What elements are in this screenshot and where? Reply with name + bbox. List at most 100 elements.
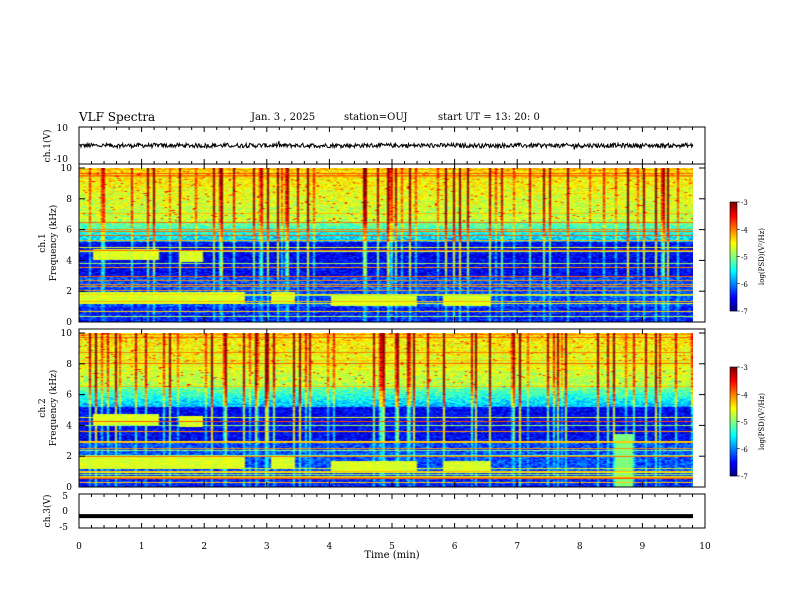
- colorbar-cell: [730, 385, 737, 387]
- colorbar-cell: [730, 444, 737, 446]
- ch2-spectrogram-image: [79, 333, 693, 487]
- colorbar-cell: [730, 437, 737, 439]
- colorbar-cell: [730, 436, 737, 438]
- time-tick-label: 2: [201, 542, 207, 552]
- colorbar-cell: [730, 469, 737, 471]
- colorbar-cell: [730, 419, 737, 421]
- colorbar-cell: [730, 226, 737, 228]
- colorbar-cell: [730, 261, 737, 263]
- ch3-ytick-mid: 0: [62, 507, 68, 517]
- ch1-spectrogram-panel: 0 2 4 6 8 10 ch.1 Frequency (kHz): [38, 163, 706, 328]
- colorbar-cell: [730, 387, 737, 389]
- freq-tick-label: 0: [66, 318, 72, 328]
- colorbar-cell: [730, 421, 737, 423]
- colorbar-cell: [730, 434, 737, 436]
- colorbar-cell: [730, 297, 737, 299]
- ch1-spectrogram-image: [79, 168, 693, 322]
- colorbar-cell: [730, 398, 737, 400]
- colorbar-cell: [730, 440, 737, 442]
- ch1-ytick-bottom: -10: [54, 155, 69, 165]
- colorbar-cell: [730, 463, 737, 465]
- ch1-waveform-line: [78, 140, 694, 150]
- colorbar-tick-label: -4: [741, 226, 748, 234]
- colorbar-cell: [730, 445, 737, 447]
- colorbar-cell: [730, 409, 737, 411]
- colorbar-cell: [730, 293, 737, 295]
- colorbar-cell: [730, 296, 737, 298]
- colorbar-cell: [730, 245, 737, 247]
- colorbar-cell: [730, 281, 737, 283]
- colorbar-cell: [730, 263, 737, 265]
- freq-tick-label: 6: [66, 226, 72, 236]
- colorbar-label: log(PSD)(V²/Hz): [758, 393, 766, 450]
- colorbar-cell: [730, 302, 737, 304]
- time-tick-label: 1: [139, 542, 145, 552]
- colorbar-cell: [730, 233, 737, 235]
- colorbar-cell: [730, 279, 737, 281]
- colorbar-cell: [730, 471, 737, 473]
- colorbar-cell: [730, 306, 737, 308]
- colorbar-cell: [730, 423, 737, 425]
- colorbar-tick-label: -6: [741, 446, 748, 454]
- colorbar-cell: [730, 373, 737, 375]
- colorbar-cell: [730, 299, 737, 301]
- ch3-ticks: [78, 127, 706, 528]
- colorbar-cell: [730, 259, 737, 261]
- time-tick-label: 0: [76, 542, 82, 552]
- colorbar-cell: [730, 393, 737, 395]
- colorbar-cell: [730, 249, 737, 251]
- colorbar-tick-label: -3: [741, 364, 748, 372]
- ch2-colorbar: -3 -4 -5 -6 -7 log(PSD)(V²/Hz): [729, 364, 766, 481]
- colorbar-cell: [730, 424, 737, 426]
- colorbar-cell: [730, 401, 737, 403]
- colorbar-cell: [730, 408, 737, 410]
- colorbar-cell: [730, 215, 737, 217]
- colorbar-cell: [730, 460, 737, 462]
- colorbar-cell: [730, 381, 737, 383]
- time-axis-ticks: 0 1 2 3 4 5 6 7 8 9 10: [76, 542, 711, 552]
- colorbar-cell: [730, 439, 737, 441]
- ch1-ylabel: ch.1(V): [42, 130, 53, 163]
- colorbar-cell: [730, 372, 737, 374]
- colorbar-cell: [730, 378, 737, 380]
- colorbar-cell: [730, 241, 737, 243]
- colorbar-cell: [730, 301, 737, 303]
- colorbar-cell: [730, 368, 737, 370]
- colorbar-cell: [730, 266, 737, 268]
- colorbar-cell: [730, 374, 737, 376]
- colorbar-tick-label: -7: [741, 473, 748, 481]
- colorbar-cell: [730, 417, 737, 419]
- colorbar-cell: [730, 391, 737, 393]
- colorbar-cell: [730, 367, 737, 369]
- colorbar-cell: [730, 388, 737, 390]
- colorbar-cell: [730, 411, 737, 413]
- colorbar-cell: [730, 308, 737, 310]
- colorbar-cell: [730, 205, 737, 207]
- colorbar-cell: [730, 260, 737, 262]
- colorbar-cell: [730, 380, 737, 382]
- colorbar-cell: [730, 466, 737, 468]
- colorbar-cell: [730, 229, 737, 231]
- colorbar-cell: [730, 258, 737, 260]
- colorbar-cell: [730, 221, 737, 223]
- colorbar-cell: [730, 274, 737, 276]
- colorbar-cell: [730, 431, 737, 433]
- colorbar-tick-label: -4: [741, 391, 748, 399]
- colorbar-cell: [730, 446, 737, 448]
- colorbar-cell: [730, 247, 737, 249]
- colorbar-cell: [730, 286, 737, 288]
- colorbar-cell: [730, 418, 737, 420]
- colorbar-cell: [730, 392, 737, 394]
- time-tick-label: 6: [452, 542, 458, 552]
- colorbar-cell: [730, 442, 737, 444]
- colorbar-cell: [730, 235, 737, 237]
- colorbar-cell: [730, 406, 737, 408]
- colorbar-cell: [730, 209, 737, 211]
- colorbar-cell: [730, 298, 737, 300]
- colorbar-cell: [730, 415, 737, 417]
- freq-tick-label: 8: [66, 360, 72, 370]
- colorbar-cell: [730, 449, 737, 451]
- colorbar-cell: [730, 254, 737, 256]
- station-label: station=OUJ: [344, 112, 408, 123]
- freq-tick-label: 10: [61, 329, 73, 339]
